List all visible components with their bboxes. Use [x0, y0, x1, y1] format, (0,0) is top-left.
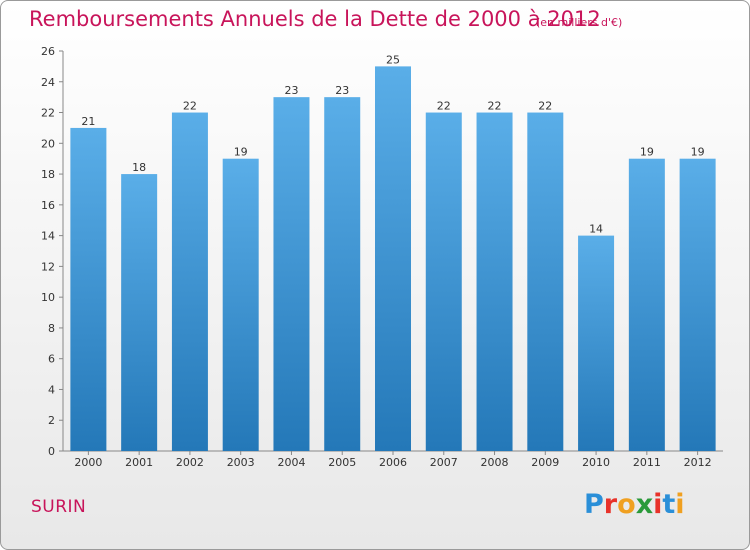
x-tick-label: 2002	[176, 456, 204, 469]
bar-value-label: 14	[589, 223, 603, 236]
bar-value-label: 25	[386, 53, 400, 66]
x-tick-label: 2006	[379, 456, 407, 469]
logo-letter: i	[675, 489, 685, 520]
bar-value-label: 23	[335, 84, 349, 97]
bar-value-label: 23	[284, 84, 298, 97]
chart-unit: (en milliers d'€)	[536, 16, 623, 29]
logo-letter: i	[653, 489, 663, 520]
bar-2002[interactable]	[171, 112, 208, 452]
y-tick-label: 12	[41, 260, 55, 273]
x-tick-label: 2008	[481, 456, 509, 469]
y-tick-label: 22	[41, 107, 55, 120]
logo-letter: P	[584, 489, 604, 520]
commune-name: SURIN	[31, 497, 87, 517]
y-tick-label: 0	[48, 445, 55, 458]
bar-2007[interactable]	[425, 112, 462, 452]
logo-letter: x	[635, 489, 654, 520]
bar-value-label: 22	[437, 100, 451, 113]
y-tick-label: 20	[41, 137, 55, 150]
bar-value-label: 19	[640, 146, 654, 159]
x-tick-label: 2003	[227, 456, 255, 469]
bar-2004[interactable]	[273, 97, 310, 452]
bar-value-label: 19	[234, 146, 248, 159]
y-tick-label: 16	[41, 199, 55, 212]
x-tick-label: 2012	[684, 456, 712, 469]
x-tick-label: 2009	[531, 456, 559, 469]
y-tick-label: 10	[41, 291, 55, 304]
bar-2003[interactable]	[222, 158, 259, 451]
y-tick-label: 8	[48, 322, 55, 335]
chart-labels: 2000 21 2001 18 2002 22 2003 19 2004 23 2005 23 2006…	[74, 53, 711, 469]
x-tick-label: 2007	[430, 456, 458, 469]
bar-value-label: 22	[538, 100, 552, 113]
proxiti-logo[interactable]: Proxiti	[584, 489, 685, 520]
chart-bars	[70, 66, 716, 452]
y-tick-label: 6	[48, 353, 55, 366]
y-tick-label: 4	[48, 383, 55, 396]
y-tick-label: 18	[41, 168, 55, 181]
logo-letter: r	[603, 489, 618, 520]
bar-2000[interactable]	[70, 127, 107, 451]
logo-letter: t	[662, 489, 676, 520]
bar-value-label: 22	[488, 100, 502, 113]
y-tick-label: 14	[41, 230, 55, 243]
bar-2008[interactable]	[476, 112, 513, 452]
bar-2006[interactable]	[375, 66, 411, 451]
x-tick-label: 2005	[328, 456, 356, 469]
bar-value-label: 21	[81, 115, 95, 128]
bar-2009[interactable]	[527, 112, 564, 452]
x-tick-label: 2000	[74, 456, 102, 469]
x-tick-label: 2001	[125, 456, 153, 469]
bar-2001[interactable]	[121, 174, 158, 452]
bar-value-label: 18	[132, 161, 146, 174]
x-tick-label: 2011	[633, 456, 661, 469]
x-tick-label: 2010	[582, 456, 610, 469]
y-tick-label: 24	[41, 76, 55, 89]
y-tick-label: 26	[41, 45, 55, 58]
bar-2010[interactable]	[578, 235, 615, 451]
chart-title: Remboursements Annuels de la Dette de 20…	[29, 7, 601, 31]
bar-2005[interactable]	[324, 97, 361, 452]
logo-letter: o	[617, 489, 636, 520]
y-tick-label: 2	[48, 414, 55, 427]
bar-2012[interactable]	[679, 158, 716, 451]
bar-value-label: 19	[691, 146, 705, 159]
bar-2011[interactable]	[628, 158, 665, 451]
x-tick-label: 2004	[277, 456, 305, 469]
bar-value-label: 22	[183, 100, 197, 113]
